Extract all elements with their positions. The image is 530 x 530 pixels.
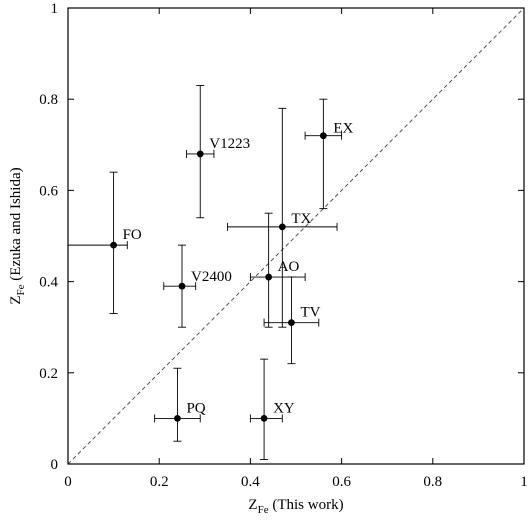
- data-point-fo: [110, 241, 117, 249]
- point-label-pq: PQ: [186, 400, 205, 416]
- point-label-xy: XY: [273, 400, 295, 416]
- data-point-pq: [174, 415, 181, 422]
- x-tick-label: 0.6: [332, 474, 351, 490]
- plot-frame: [67, 7, 525, 465]
- data-point-v1223: [196, 150, 204, 158]
- y-tick-label: 1: [51, 1, 59, 17]
- y-tick-label: 0.4: [39, 275, 58, 291]
- point-label-v1223: V1223: [209, 136, 250, 152]
- axes-layer: [67, 7, 525, 465]
- x-tick-label: 0.2: [150, 474, 169, 490]
- y-tick-label: 0.6: [39, 183, 58, 199]
- y-axis-title: ZFe (Ezuka and Ishida): [8, 167, 27, 304]
- tick-layer: 0 0.2 0.4 0.6 0.8 1 0 0.2 0.4 0.6 0.8 1: [39, 1, 528, 490]
- point-label-ex: EX: [333, 121, 353, 137]
- x-tick-label: 0: [64, 474, 72, 490]
- data-point-xy: [260, 415, 268, 422]
- data-point-v2400: [178, 282, 186, 290]
- y-tick-label: 0: [51, 457, 59, 473]
- point-label-tv: TV: [300, 305, 320, 321]
- x-tick-label: 0.8: [423, 474, 442, 490]
- reference-line-layer: [67, 7, 525, 465]
- x-tick-label: 1: [520, 474, 528, 490]
- point-label-layer: EX V1223 TX FO AO V2400 TV PQ XY: [123, 121, 354, 417]
- data-point-ex: [319, 132, 327, 140]
- point-label-v2400: V2400: [191, 269, 232, 285]
- point-label-fo: FO: [123, 227, 142, 243]
- y-tick-label: 0.8: [39, 92, 58, 108]
- data-point-ao: [265, 273, 273, 281]
- data-point-tx: [278, 223, 286, 231]
- y-tick-label: 0.2: [39, 366, 58, 382]
- point-label-ao: AO: [278, 259, 300, 275]
- x-axis-title: ZFe (This work): [248, 497, 343, 516]
- reference-line-1to1: [67, 7, 525, 465]
- point-layer: [110, 132, 327, 422]
- data-point-tv: [288, 319, 295, 327]
- point-label-tx: TX: [291, 211, 311, 227]
- x-tick-label: 0.4: [241, 474, 260, 490]
